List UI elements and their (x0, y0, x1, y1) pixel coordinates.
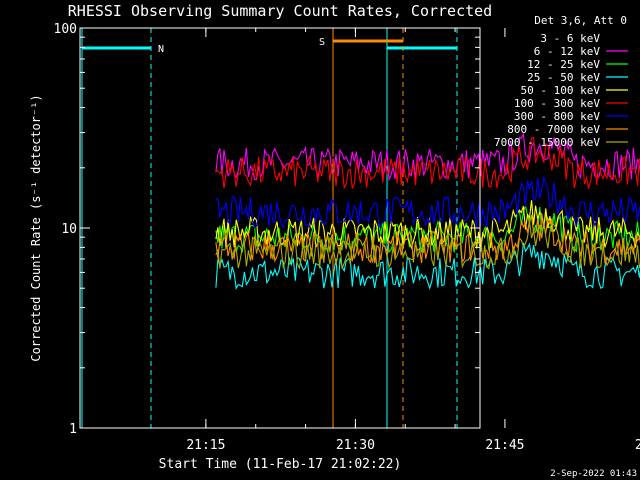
night-flag-label: N (158, 44, 164, 55)
legend-label-5: 100 - 300 keV (514, 97, 600, 110)
series-line-5 (215, 137, 640, 190)
generation-timestamp: 2-Sep-2022 01:43 (550, 469, 637, 479)
y-tick-label: 10 (61, 222, 77, 237)
chart-title: RHESSI Observing Summary Count Rates, Co… (68, 2, 492, 20)
legend-title: Det 3,6, Att 0 (534, 14, 627, 27)
series-line-0 (215, 119, 640, 170)
legend-label-3: 25 - 50 keV (527, 71, 600, 84)
legend-label-0: 3 - 6 keV (540, 32, 600, 45)
y-tick-label: 100 (54, 22, 77, 37)
legend-label-1: 6 - 12 keV (534, 45, 601, 58)
x-axis-label: Start Time (11-Feb-17 21:02:22) (159, 457, 402, 472)
x-tick-label: 22:00 (635, 438, 640, 453)
x-tick-label: 21:15 (186, 438, 225, 453)
legend-label-6: 300 - 800 keV (514, 110, 600, 123)
series-line-6 (215, 175, 640, 229)
legend-label-4: 50 - 100 keV (521, 84, 601, 97)
y-axis-label: Corrected Count Rate (s⁻¹ detector⁻¹) (29, 94, 43, 361)
legend-label-7: 800 - 7000 keV (507, 123, 600, 136)
y-tick-label: 1 (69, 422, 77, 437)
x-tick-label: 21:45 (485, 438, 524, 453)
legend-label-8: 7000 - 15000 keV (494, 136, 600, 149)
legend-label-2: 12 - 25 keV (527, 58, 600, 71)
saa-flag-label: S (319, 37, 325, 48)
series-line-8 (215, 219, 640, 270)
series-line-2 (215, 203, 640, 255)
series-layer (215, 119, 640, 291)
flag-bands: NS (81, 28, 458, 428)
x-tick-label: 21:30 (336, 438, 375, 453)
series-line-1 (215, 132, 640, 182)
